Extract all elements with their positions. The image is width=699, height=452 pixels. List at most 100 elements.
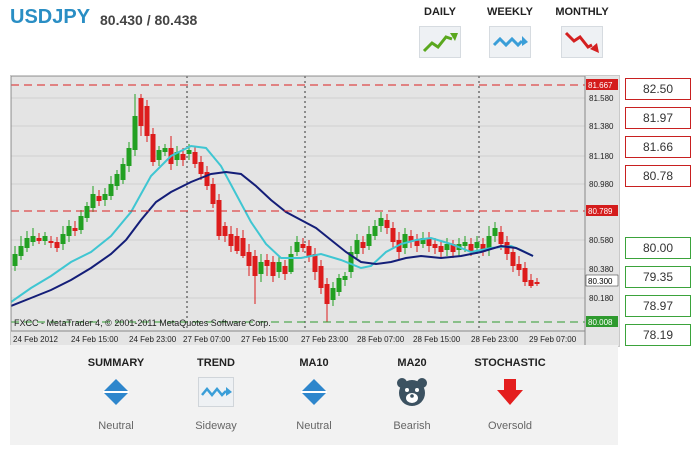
candle (126, 142, 132, 172)
candle (336, 274, 342, 296)
candle (270, 256, 276, 282)
candle (162, 144, 168, 156)
candle (48, 236, 54, 248)
time-tick: 28 Feb 15:00 (413, 335, 461, 344)
sideways-chart-icon (198, 377, 234, 407)
candle (390, 222, 396, 248)
candle (12, 246, 18, 271)
candle (66, 220, 72, 242)
candle (300, 238, 306, 252)
candle (150, 128, 156, 166)
price-tick: 80.980 (589, 180, 614, 189)
time-tick: 27 Feb 23:00 (301, 335, 349, 344)
candle (228, 226, 234, 252)
indicator-value: Bearish (393, 420, 431, 432)
candle (402, 228, 408, 254)
candle (222, 222, 228, 242)
candle (24, 231, 30, 252)
indicator-ma10[interactable]: MA10 Neutral (266, 357, 362, 432)
ma20-line (10, 170, 534, 307)
price-tick: 81.380 (589, 122, 614, 131)
candle (120, 158, 126, 184)
period-monthly-label: MONTHLY (555, 6, 609, 18)
price-tick: 80.180 (589, 294, 614, 303)
candle (132, 94, 138, 156)
candle (174, 146, 180, 166)
indicator-value: Oversold (487, 420, 533, 432)
price-tick: 81.580 (589, 94, 614, 103)
indicator-summary[interactable]: SUMMARY Neutral (68, 357, 164, 432)
indicator-title: MA10 (299, 357, 329, 369)
candle (240, 230, 246, 258)
candle (210, 178, 216, 208)
candle (216, 194, 222, 240)
candle (354, 234, 360, 258)
indicator-title: STOCHASTIC (474, 357, 546, 369)
candle (522, 262, 528, 286)
candle (510, 246, 516, 272)
time-tick: 28 Feb 23:00 (471, 335, 519, 344)
candle (114, 170, 120, 190)
candle (96, 190, 102, 206)
resistance-level-1: 82.50 (625, 78, 691, 100)
candle (432, 238, 438, 254)
candle (414, 234, 420, 252)
candle (534, 278, 540, 286)
time-tick: 24 Feb 15:00 (71, 335, 119, 344)
indicator-trend[interactable]: TREND Sideway (168, 357, 264, 432)
bear-icon (397, 378, 427, 406)
resistance-level-4: 80.78 (625, 165, 691, 187)
time-tick: 24 Feb 23:00 (129, 335, 177, 344)
candle (492, 222, 498, 242)
indicator-stochastic[interactable]: STOCHASTIC Oversold (462, 357, 558, 432)
period-monthly[interactable]: MONTHLY (552, 6, 612, 58)
candle (168, 136, 174, 170)
resistance-marker: 80.789 (588, 207, 613, 216)
candle (54, 237, 60, 252)
indicator-panel: SUMMARY Neutral TREND Sideway MA10 Neutr… (10, 345, 618, 445)
period-weekly[interactable]: WEEKLY (480, 6, 540, 58)
candle (60, 226, 66, 250)
candle (90, 186, 96, 212)
period-daily[interactable]: DAILY (410, 6, 470, 58)
resistance-level-3: 81.66 (625, 136, 691, 158)
candle (342, 272, 348, 286)
price-chart[interactable]: FXCC - MetaTrader 4, © 2001-2011 MetaQuo… (10, 75, 620, 347)
current-price-marker: 80.300 (588, 277, 613, 286)
candle (282, 260, 288, 280)
candle (192, 146, 198, 168)
candle (450, 240, 456, 258)
candle (18, 236, 24, 260)
price-tick: 81.180 (589, 152, 614, 161)
candle (138, 94, 144, 136)
candle (324, 278, 330, 322)
diamond-neutral-icon (103, 379, 129, 405)
candle (504, 236, 510, 260)
indicator-value: Sideway (195, 420, 237, 432)
candle (252, 250, 258, 304)
candle (372, 220, 378, 240)
indicator-value: Neutral (296, 420, 332, 432)
candle (258, 254, 264, 282)
support-level-4: 78.19 (625, 324, 691, 346)
uptrend-chart-icon (419, 26, 461, 58)
time-tick: 24 Feb 2012 (13, 335, 58, 344)
candle (438, 240, 444, 258)
candle (276, 256, 282, 278)
candle (42, 232, 48, 245)
support-marker: 80.008 (588, 318, 613, 327)
time-tick: 28 Feb 07:00 (357, 335, 405, 344)
candle (384, 214, 390, 234)
candle (30, 228, 36, 246)
period-weekly-label: WEEKLY (486, 6, 534, 18)
indicator-ma20[interactable]: MA20 Bearish (364, 357, 460, 432)
candle (246, 244, 252, 276)
candle (348, 246, 354, 278)
candle (408, 230, 414, 248)
price-tick: 80.380 (589, 265, 614, 274)
diamond-neutral-icon (301, 379, 327, 405)
indicator-title: TREND (197, 357, 235, 369)
candle (108, 176, 114, 200)
candle (144, 100, 150, 142)
candle (288, 246, 294, 274)
